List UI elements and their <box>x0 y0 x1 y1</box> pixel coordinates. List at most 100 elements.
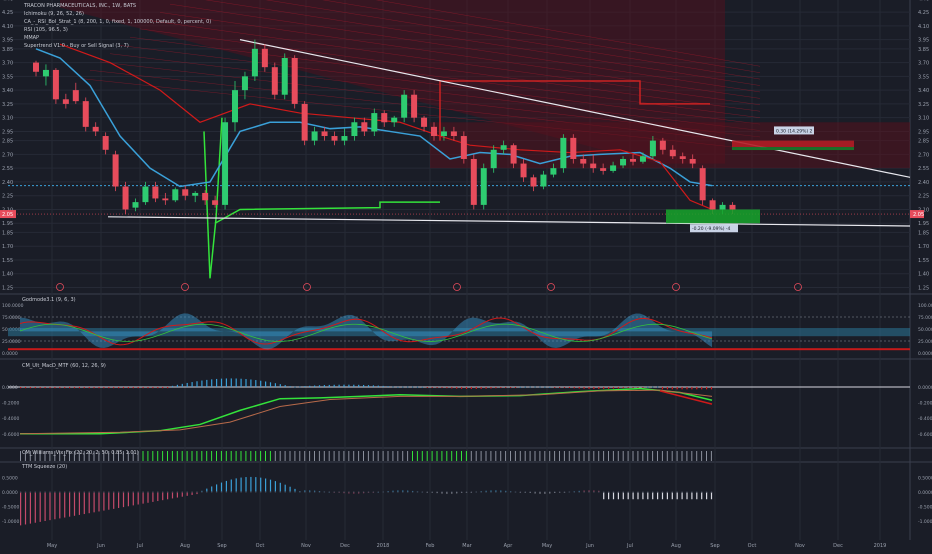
x-tick-label: Sep <box>710 543 719 549</box>
y-tick-label-left: 1.55 <box>2 258 13 264</box>
legend-rsi[interactable]: RSI (105, 96.5, 3) <box>24 27 68 33</box>
event-marker-icon <box>547 283 555 291</box>
ttm-squeeze-dot <box>235 491 237 493</box>
vix-fix-bar <box>470 451 472 461</box>
godmode-y-tick-left: 0.0000 <box>2 351 18 357</box>
candle-body <box>729 204 736 210</box>
macd-histogram-bar <box>652 386 654 388</box>
ttm-y-tick: -1.0000 <box>918 519 932 525</box>
macd-histogram-bar <box>593 387 595 389</box>
vix-fix-bar <box>539 451 541 461</box>
vix-fix-bar <box>49 451 51 461</box>
candle-body <box>72 90 79 102</box>
macd-histogram-bar <box>363 384 365 387</box>
macd-histogram-bar <box>309 385 311 387</box>
candle-body <box>232 90 238 123</box>
macd-signal-line <box>19 389 713 435</box>
macd-histogram-bar <box>167 387 169 389</box>
macd-histogram-bar <box>93 387 95 389</box>
macd-histogram-bar <box>294 386 296 388</box>
candle-body <box>132 202 139 208</box>
vix-fix-bar <box>69 451 70 461</box>
x-tick-label: Jul <box>626 543 633 549</box>
ttm-histogram-bar <box>73 492 76 516</box>
candle-body <box>172 189 179 201</box>
ttm-squeeze-dot <box>382 491 385 493</box>
ttm-histogram-bar <box>211 486 213 492</box>
x-tick-label: Aug <box>671 543 681 549</box>
vix-fix-bar <box>696 451 698 461</box>
ttm-squeeze-dot <box>642 491 644 493</box>
candle-body <box>112 154 119 187</box>
candle-body <box>162 198 169 201</box>
legend-rsi-bol-strat[interactable]: CA_-_RSI_Bol_Strat_1 (8, 200, 1, 0, fixe… <box>24 19 212 25</box>
godmode-area <box>20 313 712 350</box>
ttm-histogram-bar <box>627 492 629 500</box>
macd-histogram-bar <box>245 379 247 387</box>
ttm-squeeze-dot <box>294 491 296 493</box>
ttm-squeeze-dot <box>230 491 233 493</box>
godmode-pane-title[interactable]: Godmode3.1 (9, 6, 3) <box>22 297 76 303</box>
candle-body <box>291 58 298 104</box>
macd-histogram-bar <box>377 385 379 387</box>
vix-fix-bar <box>456 451 458 461</box>
vix-fix-bar <box>554 451 556 461</box>
macd-histogram-bar <box>137 387 139 389</box>
vix-fix-bar <box>573 451 575 461</box>
ttm-squeeze-dot <box>63 491 66 493</box>
vix-fix-bar <box>392 451 394 461</box>
y-tick-label: 3.25 <box>918 102 929 108</box>
ttm-squeeze-dot <box>88 491 90 493</box>
macd-histogram-bar <box>206 379 208 387</box>
macd-histogram-bar <box>559 387 561 388</box>
macd-histogram-bar <box>681 387 683 390</box>
vix-fix-bar <box>416 451 418 461</box>
macd-histogram-bar <box>617 387 619 389</box>
ttm-histogram-bar <box>235 478 237 492</box>
vix-fix-bar <box>152 451 154 461</box>
candle-body <box>351 122 358 137</box>
ttm-histogram-bar <box>78 492 80 515</box>
legend-ichimoku[interactable]: Ichimoku (9, 26, 52, 26) <box>24 11 84 17</box>
macd-histogram-bar <box>289 386 291 387</box>
vix-fix-bar <box>191 451 193 461</box>
candle-body <box>620 158 627 166</box>
macd-pane-title[interactable]: CM_Ult_MacD_MTF (60, 12, 26, 9) <box>22 363 106 369</box>
candle-body <box>460 136 467 159</box>
macd-histogram-bar <box>647 386 649 388</box>
candle-body <box>520 163 527 178</box>
candle-body <box>311 131 318 141</box>
ttm-histogram-bar <box>88 492 90 514</box>
macd-histogram-bar <box>274 383 276 387</box>
vix-fix-bar <box>446 451 448 461</box>
macd-histogram-bar <box>657 386 659 388</box>
ichimoku-fan-line <box>109 53 761 131</box>
candle-body <box>261 48 268 68</box>
macd-histogram-bar <box>299 386 301 388</box>
candle-body <box>192 192 199 196</box>
ttm-histogram-bar <box>632 492 634 500</box>
vix-fix-bar <box>142 451 144 461</box>
legend-mmap[interactable]: MMAP <box>24 35 40 41</box>
ttm-histogram-bar <box>240 477 242 492</box>
ttm-squeeze-dot <box>323 491 326 493</box>
macd-histogram-bar <box>269 382 272 387</box>
ttm-squeeze-dot <box>504 491 507 493</box>
legend-supertrend[interactable]: Supertrend V1.0 - Buy or Sell Signal (3,… <box>24 43 129 49</box>
macd-histogram-bar <box>470 387 472 389</box>
macd-histogram-bar <box>421 386 423 388</box>
ttm-squeeze-pane-title[interactable]: TTM Squeeze (20) <box>22 464 68 470</box>
vix-fix-bar <box>612 451 614 461</box>
vix-fix-bar <box>274 451 276 461</box>
macd-histogram-bar <box>235 378 237 387</box>
macd-y-tick: 0.0000 <box>918 385 932 391</box>
macd-histogram-bar <box>265 381 267 387</box>
ttm-histogram-bar <box>691 492 693 500</box>
vix-fix-bar <box>29 451 31 461</box>
ttm-squeeze-dot <box>514 491 517 493</box>
ttm-squeeze-dot <box>108 491 110 493</box>
macd-histogram-bar <box>519 386 521 388</box>
vix-fix-bar <box>377 451 379 461</box>
williams-vix-pane-title[interactable]: CM_Williams_Vix_Fix (22, 20, 2, 50, 0.85… <box>22 450 139 456</box>
